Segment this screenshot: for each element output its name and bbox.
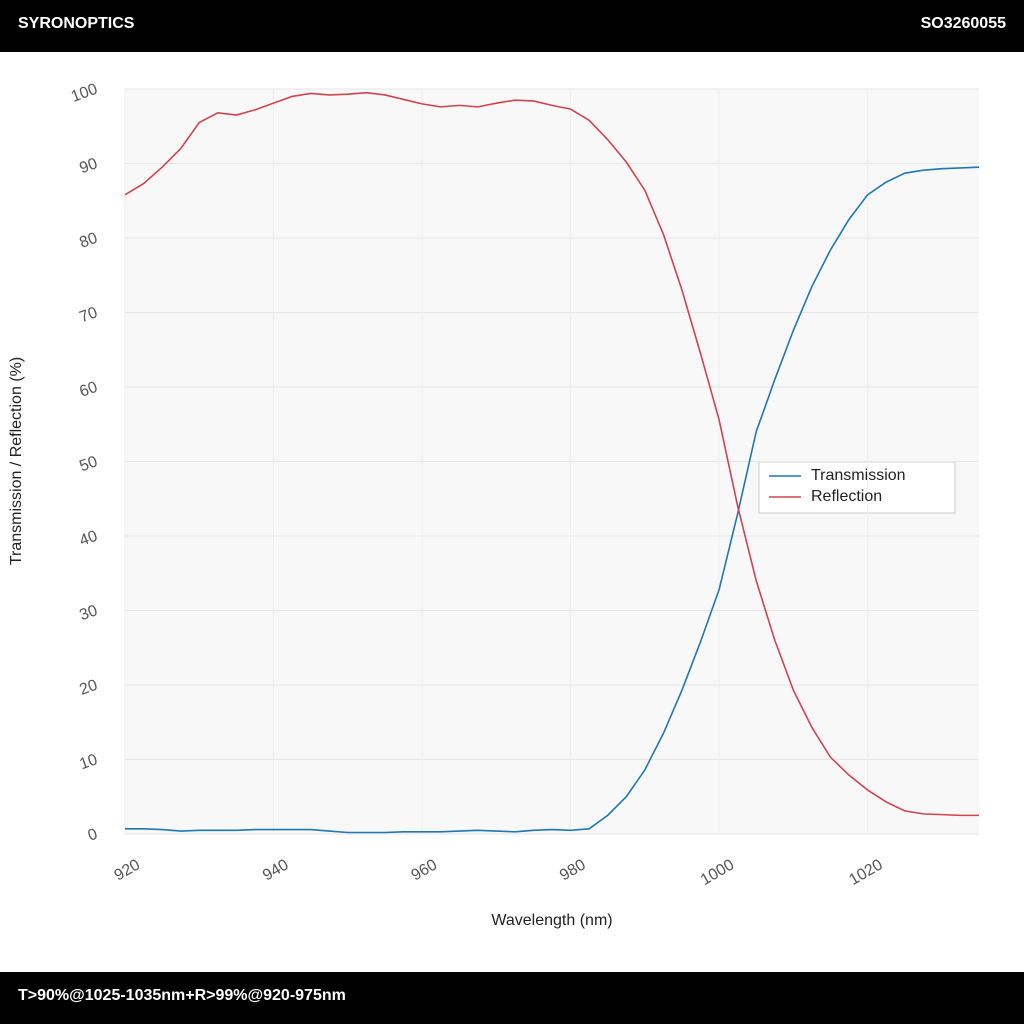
x-tick-label: 1000 xyxy=(698,856,737,889)
header: SYRONOPTICS SO3260055 xyxy=(0,0,1024,52)
y-tick-label: 10 xyxy=(77,751,100,773)
x-tick-label: 960 xyxy=(409,856,441,884)
y-tick-label: 70 xyxy=(77,304,100,326)
x-tick-label: 1020 xyxy=(846,856,885,889)
y-axis-title: Transmission / Reflection (%) xyxy=(8,357,25,565)
y-tick-label: 20 xyxy=(77,677,100,699)
legend-label: Transmission xyxy=(811,467,906,484)
x-tick-label: 980 xyxy=(557,856,589,884)
y-tick-label: 0 xyxy=(86,826,100,845)
y-tick-label: 50 xyxy=(77,453,100,475)
y-tick-label: 80 xyxy=(77,230,100,252)
y-tick-label: 30 xyxy=(77,602,100,624)
y-tick-label: 100 xyxy=(69,81,100,106)
legend-label: Reflection xyxy=(811,488,882,505)
x-tick-label: 940 xyxy=(260,856,292,884)
y-tick-label: 90 xyxy=(77,155,100,177)
brand: SYRONOPTICS xyxy=(18,15,135,32)
x-axis-title: Wavelength (nm) xyxy=(491,912,612,929)
x-tick-label: 920 xyxy=(111,856,143,884)
spec: T>90%@1025-1035nm+R>99%@920-975nm xyxy=(18,987,346,1004)
y-tick-label: 60 xyxy=(77,379,100,401)
series-line xyxy=(124,91,979,817)
code: SO3260055 xyxy=(920,15,1006,32)
y-tick-label: 40 xyxy=(77,528,100,550)
series-line xyxy=(125,166,980,834)
footer: T>90%@1025-1035nm+R>99%@920-975nm xyxy=(0,972,1024,1024)
legend xyxy=(758,461,956,514)
